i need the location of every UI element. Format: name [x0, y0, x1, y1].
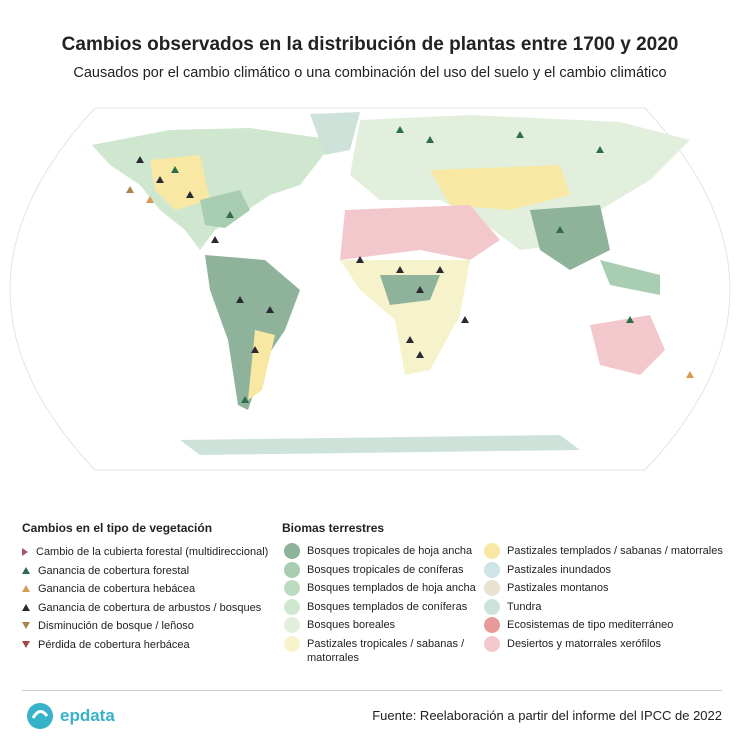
- map-marker: [266, 306, 274, 313]
- legend-label: Bosques tropicales de coníferas: [307, 563, 464, 576]
- map-marker: [171, 166, 179, 173]
- legend-item: Bosques templados de coníferas: [284, 598, 479, 615]
- legend-item: Pastizales inundados: [484, 561, 729, 578]
- title: Cambios observados en la distribución de…: [61, 34, 679, 55]
- legend-swatch: [484, 635, 500, 652]
- legend-label: Cambio de la cubierta forestal (multidir…: [36, 546, 269, 558]
- logo-text: epdata: [60, 706, 115, 725]
- legend-label: Bosques templados de coníferas: [307, 600, 468, 613]
- map-marker: [156, 176, 164, 183]
- legend-swatch: [284, 617, 300, 633]
- legend-item: Desiertos y matorrales xerófilos: [484, 635, 729, 652]
- world-map: [9, 107, 731, 471]
- map-marker: [596, 146, 604, 153]
- map-marker: [626, 316, 634, 323]
- logo: epdata: [26, 702, 115, 730]
- legend-item: Tundra: [484, 598, 729, 615]
- legend-label: Ganancia de cobertura de arbustos / bosq…: [38, 601, 262, 614]
- legend-item: Bosques boreales: [284, 617, 479, 633]
- map-marker: [416, 286, 424, 293]
- legend-marker: [22, 640, 30, 648]
- land: [92, 112, 690, 455]
- legend-swatch: [284, 635, 300, 652]
- map-marker: [461, 316, 469, 323]
- map-marker: [356, 256, 364, 263]
- map-marker: [686, 371, 694, 378]
- map-marker: [406, 336, 414, 343]
- legend-label: Bosques templados de hoja ancha: [307, 582, 476, 594]
- legend-item: Disminución de bosque / leñoso: [20, 619, 194, 633]
- legend-swatch: [484, 598, 500, 615]
- subtitle: Causados por el cambio climático o una c…: [73, 65, 667, 81]
- map-marker: [226, 211, 234, 218]
- legend-swatch: [484, 543, 500, 559]
- legend-item: Pastizales montanos: [484, 580, 729, 596]
- legend-label: Tundra: [507, 600, 542, 613]
- legend-swatch: [284, 543, 300, 559]
- map-marker: [396, 266, 404, 273]
- legend-item: Bosques tropicales de coníferas: [284, 561, 479, 578]
- legend-label: Ganancia de cobertura hebácea: [38, 583, 196, 595]
- map-marker: [251, 346, 259, 353]
- legend-label: Disminución de bosque / leñoso: [38, 620, 194, 632]
- logo-icon: [27, 703, 53, 729]
- legend-marker: [22, 566, 30, 574]
- legend-swatch: [484, 617, 500, 633]
- legend-item: Ecosistemas de tipo mediterráneo: [484, 617, 729, 633]
- map-marker: [556, 226, 564, 233]
- map-marker: [126, 186, 134, 193]
- map-marker: [396, 126, 404, 133]
- legend-swatch: [284, 598, 300, 615]
- legend-swatch: [284, 561, 300, 578]
- legend-item: Ganancia de cobertura forestal: [20, 564, 189, 578]
- legend-item: Pérdida de cobertura herbácea: [20, 638, 190, 652]
- legend-item: Bosques templados de hoja ancha: [284, 580, 479, 596]
- legend-item: Bosques tropicales de hoja ancha: [284, 543, 479, 559]
- legend-marker: [22, 548, 28, 556]
- legend-label: Bosques boreales: [307, 619, 396, 631]
- map-marker: [136, 156, 144, 163]
- legend-label: Pastizales inundados: [507, 563, 611, 576]
- map-marker: [516, 131, 524, 138]
- map-marker: [416, 351, 424, 358]
- legend-label: Desiertos y matorrales xerófilos: [507, 637, 662, 650]
- legend-marker: [22, 622, 30, 629]
- legend-label: Bosques tropicales de hoja ancha: [307, 545, 473, 557]
- map-marker: [426, 136, 434, 143]
- legend-swatch: [484, 580, 500, 596]
- legend-title: Cambios en el tipo de vegetación: [22, 521, 213, 535]
- map-marker: [186, 191, 194, 198]
- legend-marker: [22, 585, 30, 592]
- legend-item: Ganancia de cobertura de arbustos / bosq…: [20, 601, 261, 615]
- legend-label: Pérdida de cobertura herbácea: [38, 638, 190, 651]
- legend-item: Pastizales tropicales / sabanas / matorr…: [284, 635, 479, 665]
- legend-item: Ganancia de cobertura hebácea: [20, 582, 195, 596]
- legend-marker: [22, 603, 30, 611]
- map-marker: [146, 196, 154, 203]
- legend-swatch: [484, 561, 500, 578]
- legend-item: Pastizales templados / sabanas / matorra…: [484, 543, 729, 559]
- legend-item: Cambio de la cubierta forestal (multidir…: [20, 545, 268, 559]
- source: Fuente: Reelaboración a partir del infor…: [372, 708, 722, 723]
- legend-label: Ecosistemas de tipo mediterráneo: [507, 619, 674, 631]
- legend-swatch: [284, 580, 300, 596]
- map-marker: [211, 236, 219, 243]
- divider: [22, 690, 722, 691]
- legend-label: Pastizales montanos: [507, 582, 609, 594]
- legend-label: Ganancia de cobertura forestal: [38, 564, 190, 577]
- legend-title: Biomas terrestres: [282, 521, 385, 535]
- map-marker: [236, 296, 244, 303]
- legend-label: Pastizales templados / sabanas / matorra…: [507, 545, 723, 557]
- legend-label: Pastizales tropicales / sabanas / matorr…: [307, 637, 465, 664]
- map-marker: [241, 396, 249, 403]
- map-marker: [436, 266, 444, 273]
